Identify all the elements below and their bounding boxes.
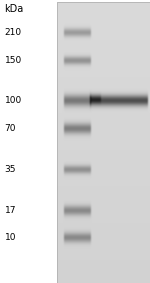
Text: 17: 17 (4, 206, 16, 215)
Text: 10: 10 (4, 233, 16, 242)
Text: 150: 150 (4, 56, 22, 65)
Text: 35: 35 (4, 165, 16, 174)
Bar (57, 2, 150, 283)
Text: 70: 70 (4, 124, 16, 133)
Text: 210: 210 (4, 28, 22, 37)
Text: 100: 100 (4, 96, 22, 105)
Text: kDa: kDa (4, 4, 24, 14)
